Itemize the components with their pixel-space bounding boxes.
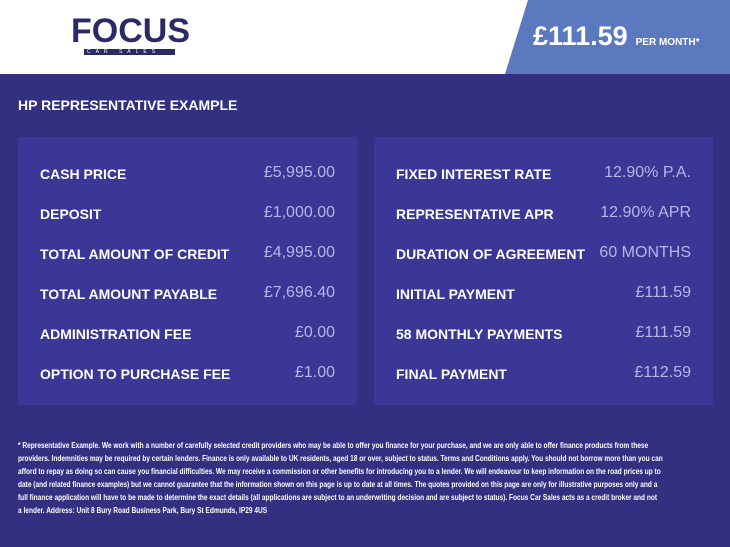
finance-row: FIXED INTEREST RATE 12.90% P.A.	[396, 163, 691, 185]
finance-row: CASH PRICE £5,995.00	[40, 163, 335, 185]
left-finance-panel: CASH PRICE £5,995.00 DEPOSIT £1,000.00 TOTAL…	[18, 137, 357, 405]
finance-value: £7,696.40	[263, 284, 335, 301]
finance-row: 58 MONTHLY PAYMENTS £111.59	[396, 323, 691, 345]
finance-value: £111.59	[635, 324, 691, 341]
finance-value: £5,995.00	[263, 164, 335, 181]
finance-row: FINAL PAYMENT £112.59	[396, 363, 691, 385]
finance-row: ADMINISTRATION FEE £0.00	[40, 323, 335, 345]
finance-value: £112.59	[634, 364, 691, 381]
finance-row: DEPOSIT £1,000.00	[40, 203, 335, 225]
finance-label: TOTAL AMOUNT PAYABLE	[40, 286, 218, 302]
logo-text: FOCUS	[71, 16, 190, 46]
finance-label: TOTAL AMOUNT OF CREDIT	[40, 246, 230, 262]
header: FOCUS CAR SALES £111.59 PER MONTH*	[0, 0, 730, 74]
finance-row: TOTAL AMOUNT PAYABLE £7,696.40	[40, 283, 335, 305]
monthly-price-group: £111.59 PER MONTH*	[533, 20, 700, 52]
finance-label: INITIAL PAYMENT	[396, 286, 515, 302]
finance-row: REPRESENTATIVE APR 12.90% APR	[396, 203, 691, 225]
footnote: * Representative Example. We work with a…	[18, 439, 663, 517]
finance-row: DURATION OF AGREEMENT 60 MONTHS	[396, 243, 691, 265]
finance-value: £1,000.00	[263, 204, 335, 221]
finance-value: 12.90% P.A.	[604, 164, 691, 181]
finance-value: £4,995.00	[263, 244, 335, 261]
footnote-line: providers. Indemnities may be required b…	[18, 454, 663, 463]
footnote-line: date (and related finance examples) but …	[18, 480, 658, 489]
finance-row: TOTAL AMOUNT OF CREDIT £4,995.00	[40, 243, 335, 265]
finance-row: OPTION TO PURCHASE FEE £1.00	[40, 363, 335, 385]
finance-row: INITIAL PAYMENT £111.59	[396, 283, 691, 305]
logo-subtext: CAR SALES	[84, 49, 175, 55]
footnote-line: * Representative Example. We work with a…	[18, 441, 649, 450]
finance-label: FINAL PAYMENT	[396, 366, 507, 382]
finance-value: £111.59	[635, 284, 691, 301]
monthly-price: £111.59	[533, 21, 628, 51]
section-title: HP REPRESENTATIVE EXAMPLE	[18, 97, 238, 113]
focus-car-sales-logo[interactable]: FOCUS CAR SALES	[71, 16, 190, 58]
finance-label: DURATION OF AGREEMENT	[396, 246, 585, 262]
finance-value: £1.00	[294, 364, 335, 381]
finance-value: 60 MONTHS	[599, 244, 691, 261]
finance-value: 12.90% APR	[600, 204, 691, 221]
per-month-label: PER MONTH*	[635, 37, 700, 48]
finance-label: CASH PRICE	[40, 166, 127, 182]
finance-value: £0.00	[294, 324, 335, 341]
finance-label: 58 MONTHLY PAYMENTS	[396, 326, 563, 342]
right-finance-panel: FIXED INTEREST RATE 12.90% P.A. REPRESENTA…	[374, 137, 713, 405]
finance-label: DEPOSIT	[40, 206, 102, 222]
monthly-price-panel	[505, 0, 730, 74]
finance-label: OPTION TO PURCHASE FEE	[40, 366, 231, 382]
footnote-line: afford to repay as doing so can cause yo…	[18, 467, 661, 476]
footnote-line: full finance application will have to be…	[18, 493, 658, 502]
finance-label: FIXED INTEREST RATE	[396, 166, 552, 182]
finance-label: ADMINISTRATION FEE	[40, 326, 192, 342]
finance-label: REPRESENTATIVE APR	[396, 206, 554, 222]
footnote-line: a lender. Address: Unit 8 Bury Road Busi…	[18, 506, 268, 515]
